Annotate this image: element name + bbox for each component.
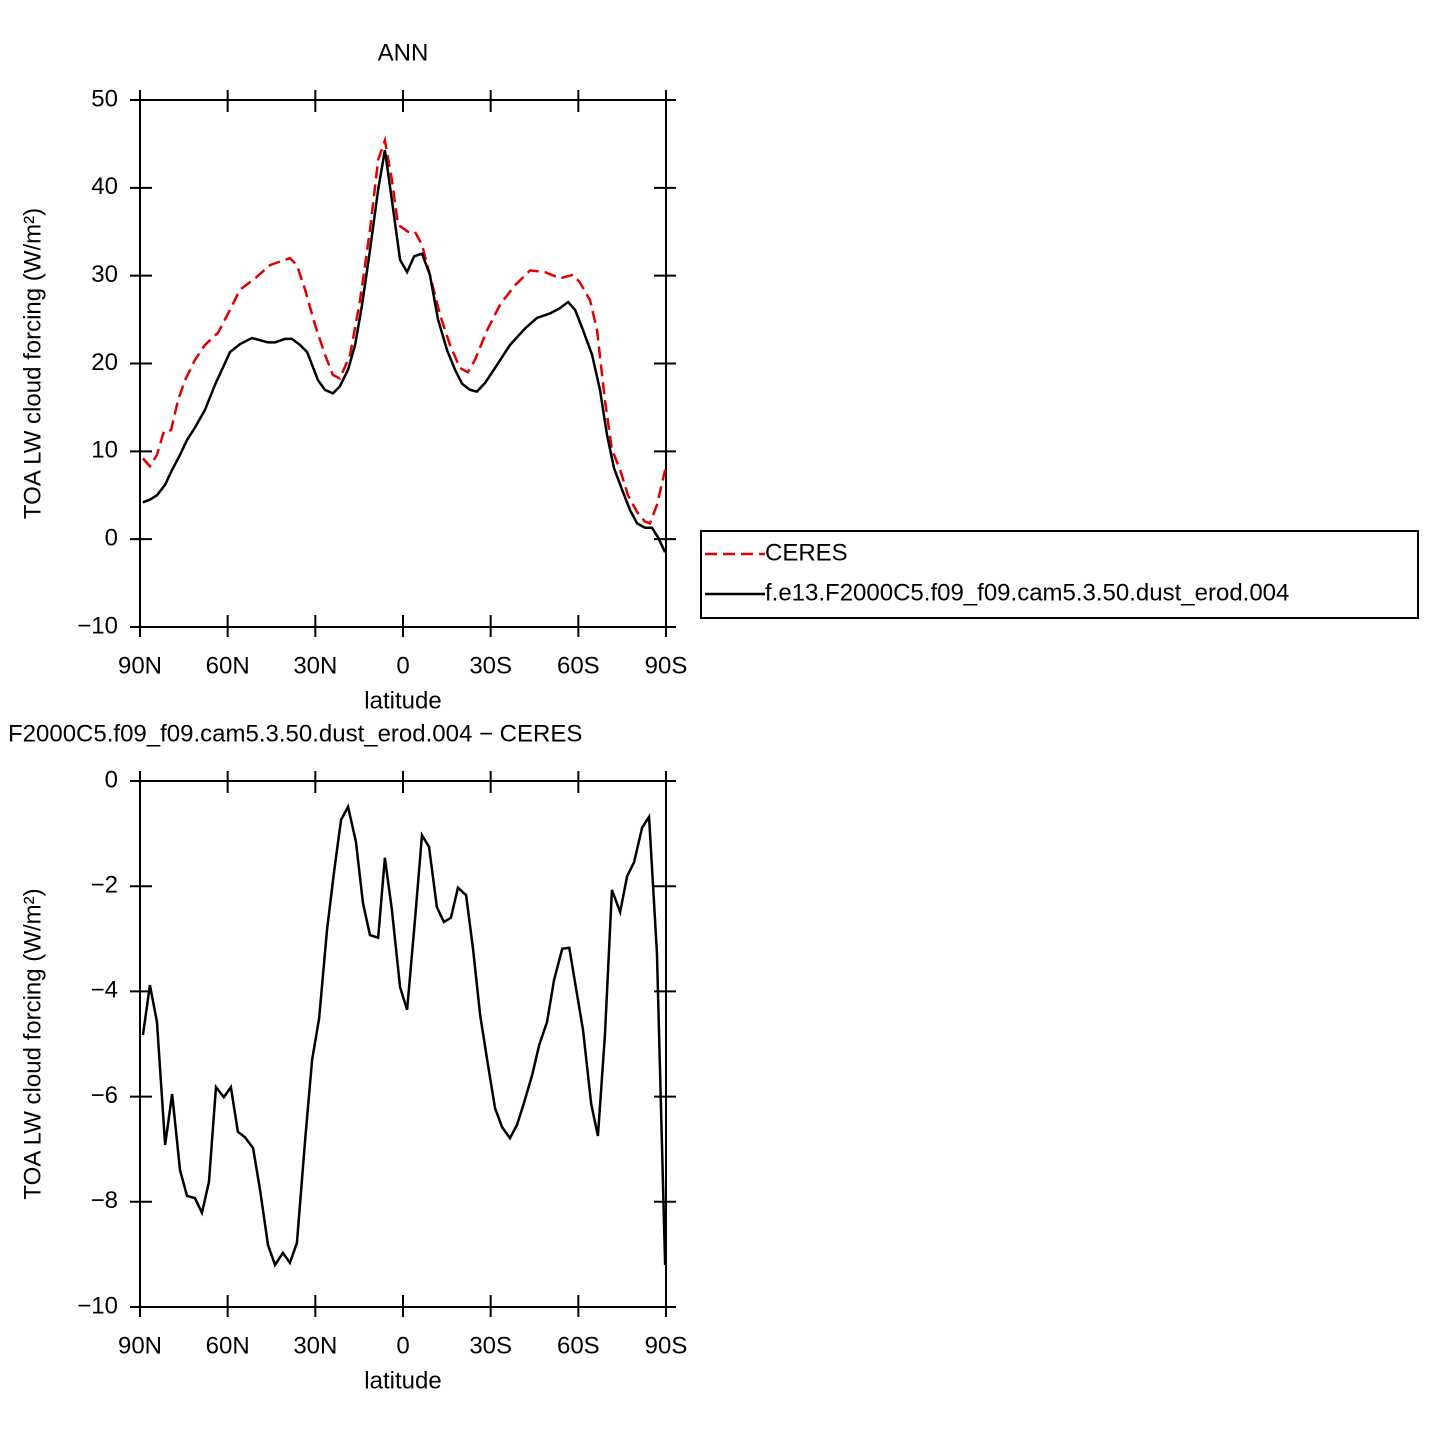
y-tick-label: −2 (91, 872, 118, 899)
y-tick-label: 0 (105, 766, 118, 793)
x-tick-label: 90N (118, 1332, 162, 1359)
x-tick-label: 60N (206, 1332, 250, 1359)
x-tick-label: 0 (396, 1332, 409, 1359)
chart-title: ANN (378, 39, 429, 66)
series-line (141, 803, 667, 1268)
plot-frame (139, 99, 667, 628)
legend-box (700, 530, 1419, 619)
y-tick-label: −10 (77, 1292, 118, 1319)
x-tick-label: 30S (469, 1332, 512, 1359)
y-tick-label: 40 (91, 173, 118, 200)
series-line (141, 135, 667, 525)
y-tick-label: −4 (91, 977, 118, 1004)
x-tick-label: 60S (557, 1332, 600, 1359)
y-tick-label: 30 (91, 261, 118, 288)
plot-frame (139, 780, 667, 1308)
series-line (142, 149, 667, 553)
y-tick-label: −10 (77, 612, 118, 639)
y-axis-label: TOA LW cloud forcing (W/m²) (19, 888, 46, 1199)
y-tick-label: −8 (91, 1187, 118, 1214)
x-tick-label: 0 (396, 652, 409, 679)
x-tick-label: 90S (645, 652, 688, 679)
x-tick-label: 30N (293, 1332, 337, 1359)
y-tick-label: −6 (91, 1082, 118, 1109)
x-tick-label: 30S (469, 652, 512, 679)
x-tick-label: 60N (206, 652, 250, 679)
x-tick-label: 60S (557, 652, 600, 679)
x-axis-label: latitude (364, 1367, 441, 1394)
y-tick-label: 20 (91, 349, 118, 376)
chart-title: F2000C5.f09_f09.cam5.3.50.dust_erod.004 … (8, 720, 582, 747)
legend-label: CERES (765, 539, 848, 566)
y-axis-label: TOA LW cloud forcing (W/m²) (19, 208, 46, 519)
x-tick-label: 90N (118, 652, 162, 679)
x-tick-label: 90S (645, 1332, 688, 1359)
y-tick-label: 0 (105, 525, 118, 552)
x-axis-label: latitude (364, 687, 441, 714)
y-tick-label: 50 (91, 85, 118, 112)
legend-label: f.e13.F2000C5.f09_f09.cam5.3.50.dust_ero… (765, 579, 1289, 606)
y-tick-label: 10 (91, 437, 118, 464)
x-tick-label: 30N (293, 652, 337, 679)
